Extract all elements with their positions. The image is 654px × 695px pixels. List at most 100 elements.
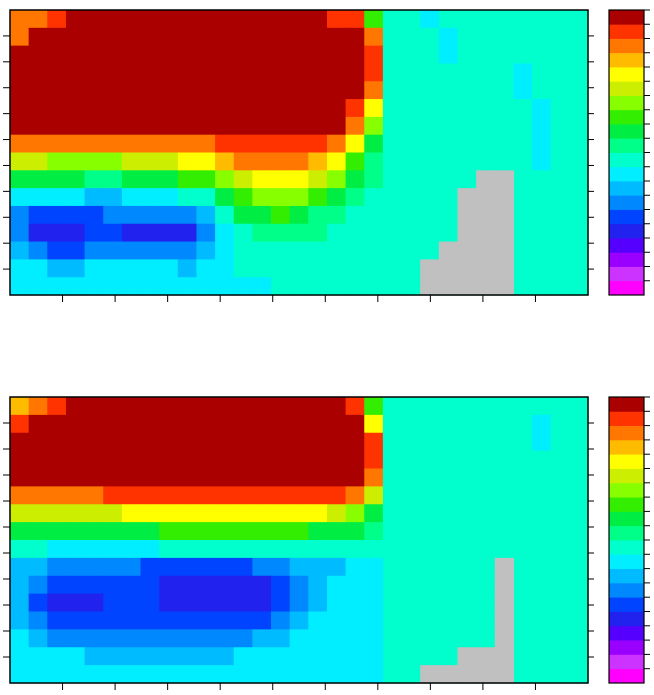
heatmap-cell xyxy=(47,99,67,118)
heatmap-cell xyxy=(420,432,440,452)
heatmap-cell xyxy=(121,665,142,684)
heatmap-cell xyxy=(233,611,253,630)
colorbar-swatch xyxy=(609,24,644,39)
heatmap-cell xyxy=(326,414,347,434)
heatmap-cell xyxy=(569,259,589,278)
heatmap-cell xyxy=(494,540,515,559)
heatmap-cell xyxy=(513,522,533,541)
heatmap-cell xyxy=(420,414,440,434)
heatmap-cell xyxy=(326,241,347,260)
heatmap-cell xyxy=(159,504,179,523)
heatmap-cell xyxy=(308,134,328,154)
heatmap-cell xyxy=(401,557,421,577)
heatmap-cell xyxy=(476,468,496,487)
heatmap-cell xyxy=(289,522,309,541)
heatmap-cell xyxy=(215,432,235,452)
heatmap-cell xyxy=(382,10,403,29)
heatmap-cell xyxy=(494,116,515,136)
heatmap-cell xyxy=(289,540,309,559)
heatmap-cell xyxy=(326,170,347,189)
heatmap-cell xyxy=(140,504,160,523)
heatmap-cell xyxy=(84,504,104,523)
heatmap-cell xyxy=(308,557,328,577)
heatmap-cell xyxy=(550,665,570,684)
heatmap-cell xyxy=(289,504,309,523)
heatmap-cell xyxy=(494,134,515,154)
heatmap-cell xyxy=(476,414,496,434)
heatmap-cell xyxy=(271,540,291,559)
heatmap-cell xyxy=(420,540,440,559)
land-mask-cell xyxy=(494,205,515,225)
heatmap-cell xyxy=(457,45,477,65)
heatmap-cell xyxy=(177,223,198,243)
heatmap-cell xyxy=(47,116,67,136)
heatmap-cell xyxy=(438,188,459,207)
heatmap-cell xyxy=(438,629,459,648)
heatmap-cell xyxy=(326,45,347,65)
heatmap-cell xyxy=(47,611,67,630)
heatmap-cell xyxy=(364,486,384,505)
heatmap-cell xyxy=(233,468,253,487)
heatmap-cell xyxy=(420,116,440,136)
heatmap-cell xyxy=(364,81,384,100)
heatmap-cell xyxy=(10,486,30,505)
heatmap-cell xyxy=(159,63,179,82)
heatmap-cell xyxy=(271,45,291,65)
heatmap-cell xyxy=(513,277,533,296)
heatmap-cell xyxy=(103,223,123,243)
heatmap-cell xyxy=(47,205,67,225)
heatmap-cell xyxy=(121,205,142,225)
heatmap-cell xyxy=(382,665,403,684)
heatmap-cell xyxy=(252,522,272,541)
heatmap-cell xyxy=(550,170,570,189)
heatmap-cell xyxy=(140,81,160,100)
heatmap-cell xyxy=(252,575,272,595)
heatmap-cell xyxy=(364,575,384,595)
heatmap-cell xyxy=(345,27,365,47)
heatmap-cell xyxy=(308,152,328,171)
heatmap-cell xyxy=(420,81,440,100)
land-mask-cell xyxy=(457,241,477,260)
land-mask-cell xyxy=(494,629,515,648)
heatmap-cell xyxy=(103,629,123,648)
heatmap-cell xyxy=(47,468,67,487)
heatmap-cell xyxy=(233,99,253,118)
heatmap-cell xyxy=(65,116,86,136)
heatmap-cell xyxy=(252,152,272,171)
heatmap-cell xyxy=(47,45,67,65)
heatmap-cell xyxy=(10,593,30,613)
heatmap-cell xyxy=(382,450,403,470)
heatmap-cell xyxy=(271,99,291,118)
heatmap-cell xyxy=(476,81,496,100)
heatmap-cell xyxy=(438,170,459,189)
heatmap-cell xyxy=(140,116,160,136)
heatmap-cell xyxy=(177,205,198,225)
heatmap-cell xyxy=(438,27,459,47)
heatmap-cell xyxy=(326,522,347,541)
heatmap-cell xyxy=(10,414,30,434)
heatmap-cell xyxy=(420,468,440,487)
heatmap-cell xyxy=(457,575,477,595)
heatmap-cell xyxy=(532,277,552,296)
heatmap-cell xyxy=(532,63,552,82)
heatmap-cell xyxy=(47,629,67,648)
heatmap-cell xyxy=(47,10,67,29)
heatmap-cell xyxy=(532,593,552,613)
heatmap-cell xyxy=(550,134,570,154)
heatmap-cell xyxy=(569,116,589,136)
heatmap-cell xyxy=(140,540,160,559)
heatmap-cell xyxy=(140,647,160,666)
colorbar-swatch xyxy=(609,439,644,455)
heatmap-cell xyxy=(84,116,104,136)
colorbar xyxy=(608,396,650,684)
heatmap-cell xyxy=(364,593,384,613)
heatmap-cell xyxy=(196,170,216,189)
heatmap-cell xyxy=(457,611,477,630)
heatmap-cell xyxy=(215,205,235,225)
heatmap-cell xyxy=(10,188,30,207)
heatmap-cell xyxy=(65,99,86,118)
land-mask-cell xyxy=(457,205,477,225)
heatmap-cell xyxy=(103,504,123,523)
heatmap-cell xyxy=(382,63,403,82)
heatmap-cell xyxy=(196,63,216,82)
